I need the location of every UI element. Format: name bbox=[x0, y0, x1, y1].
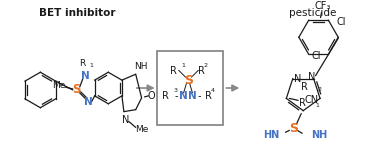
Text: NH: NH bbox=[134, 62, 147, 71]
Text: R: R bbox=[170, 66, 177, 76]
Text: N: N bbox=[294, 74, 301, 84]
Text: S: S bbox=[184, 74, 193, 87]
Text: R: R bbox=[205, 91, 212, 101]
Text: BET inhibitor: BET inhibitor bbox=[39, 8, 115, 18]
Text: pesticide: pesticide bbox=[290, 8, 337, 18]
Text: R: R bbox=[301, 82, 308, 92]
Text: CF₃: CF₃ bbox=[314, 1, 331, 11]
Text: 2: 2 bbox=[317, 86, 321, 92]
Text: N: N bbox=[81, 71, 90, 81]
Text: N: N bbox=[188, 91, 197, 101]
Text: S: S bbox=[73, 83, 81, 97]
Text: 2: 2 bbox=[203, 63, 207, 68]
Text: 1: 1 bbox=[90, 63, 93, 68]
Text: N: N bbox=[179, 91, 188, 101]
Text: 1: 1 bbox=[181, 63, 186, 68]
Text: R: R bbox=[299, 98, 306, 108]
Text: N: N bbox=[122, 114, 130, 124]
Text: N: N bbox=[308, 72, 315, 82]
Text: O: O bbox=[148, 91, 155, 101]
Text: 1: 1 bbox=[315, 103, 319, 108]
Text: Me: Me bbox=[135, 125, 148, 134]
Text: Me: Me bbox=[53, 81, 66, 90]
Bar bbox=[158, 51, 223, 125]
Text: R: R bbox=[162, 91, 169, 101]
Text: 4: 4 bbox=[211, 88, 215, 93]
Text: Cl: Cl bbox=[311, 51, 321, 61]
Text: HN: HN bbox=[263, 130, 280, 140]
Text: 3: 3 bbox=[174, 88, 178, 93]
Text: Cl: Cl bbox=[336, 17, 346, 27]
Text: N: N bbox=[84, 97, 93, 107]
Text: R: R bbox=[79, 59, 86, 68]
Text: CN: CN bbox=[304, 95, 318, 105]
Text: -: - bbox=[198, 91, 201, 101]
Text: NH: NH bbox=[311, 130, 327, 140]
Text: R: R bbox=[198, 66, 205, 76]
Text: S: S bbox=[289, 122, 298, 135]
Text: -: - bbox=[175, 91, 178, 101]
